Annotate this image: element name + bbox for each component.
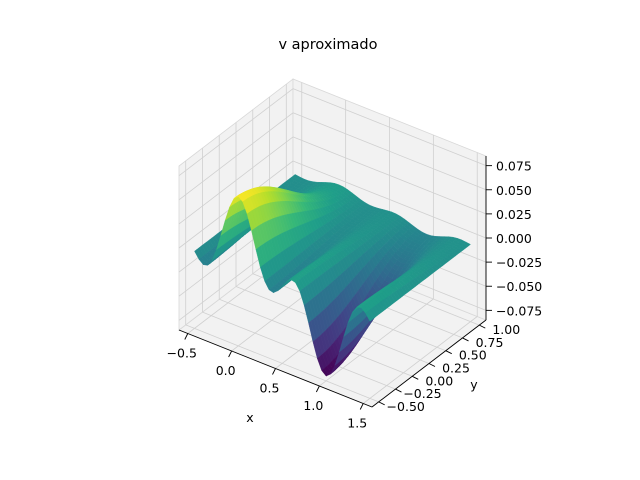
grid-line <box>292 160 487 239</box>
y-tick-mark <box>428 363 436 367</box>
z-tick-label: 0.050 <box>496 183 532 198</box>
x-tick-label: −0.5 <box>167 346 197 361</box>
grid-line <box>292 88 487 167</box>
grid-line <box>292 112 487 191</box>
y-tick-label: 0.25 <box>442 361 470 376</box>
z-tick-label: −0.075 <box>496 303 542 318</box>
z-tick-label: −0.050 <box>496 279 542 294</box>
x-tick-mark <box>272 368 276 375</box>
x-axis-label: x <box>246 410 253 425</box>
x-tick-mark <box>359 403 364 410</box>
x-tick-mark <box>228 350 233 358</box>
y-tick-mark <box>462 337 469 342</box>
y-tick-label: −0.50 <box>387 399 425 414</box>
z-tick-label: 0.025 <box>496 207 532 222</box>
tick-labels: −0.50.00.51.01.5−0.50−0.250.000.250.500.… <box>167 159 543 431</box>
y-tick-label: 0.75 <box>476 335 504 350</box>
grid-line <box>178 136 294 225</box>
grid-line <box>178 88 294 176</box>
z-tick-label: 0.075 <box>496 159 532 174</box>
x-tick-label: 1.0 <box>303 398 323 413</box>
y-tick-label: 0.00 <box>425 373 453 388</box>
y-tick-label: −0.25 <box>403 386 441 401</box>
x-tick-mark <box>184 333 189 340</box>
y-tick-mark <box>412 375 419 380</box>
z-tick-label: −0.025 <box>496 255 542 270</box>
y-tick-mark <box>395 388 402 393</box>
y-axis-label: y <box>470 377 478 392</box>
x-tick-label: 0.5 <box>260 381 280 396</box>
y-tick-mark <box>445 350 452 355</box>
y-tick-mark <box>378 401 385 406</box>
x-tick-label: 0.0 <box>216 363 236 378</box>
z-tick-label: 0.000 <box>496 231 532 246</box>
x-tick-label: 1.5 <box>347 416 367 431</box>
grid-line <box>185 324 379 403</box>
y-tick-label: 0.50 <box>459 348 487 363</box>
x-tick-mark <box>315 385 320 393</box>
surface-plot <box>194 174 471 377</box>
y-tick-mark <box>479 324 486 329</box>
y-tick-label: 1.00 <box>492 322 520 337</box>
grid-line <box>292 136 487 215</box>
surface-patch <box>365 310 373 322</box>
grid-line <box>178 112 294 201</box>
grid-line <box>202 311 396 390</box>
chart-title: v aproximado <box>278 37 377 53</box>
